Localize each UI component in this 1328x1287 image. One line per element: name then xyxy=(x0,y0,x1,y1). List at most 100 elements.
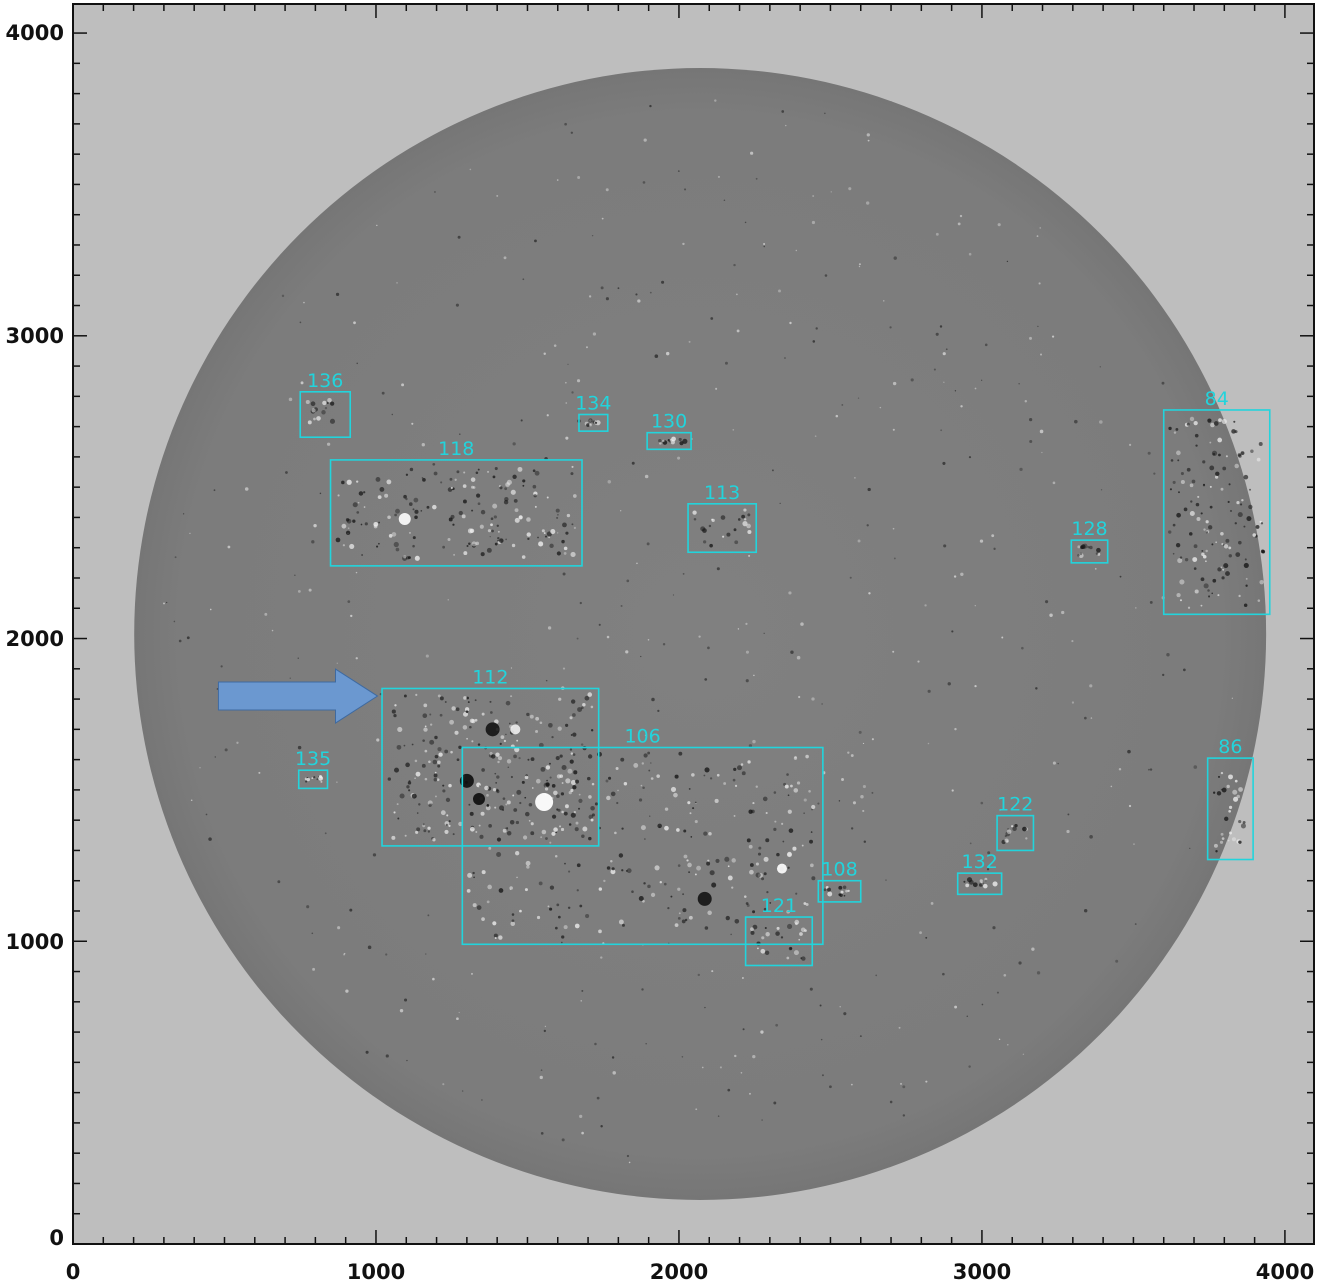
magnetic-speckle xyxy=(495,752,500,757)
magnetic-speckle xyxy=(1177,459,1180,462)
magnetic-speckle xyxy=(574,827,579,832)
magnetic-speckle xyxy=(706,861,711,866)
magnetic-speckle xyxy=(966,877,973,883)
magnetic-speckle xyxy=(631,890,634,893)
magnetic-speckle xyxy=(1228,546,1232,550)
magnetic-speckle xyxy=(571,523,574,526)
magnetic-speckle xyxy=(1049,613,1053,618)
magnetic-speckle xyxy=(494,542,498,546)
magnetic-speckle xyxy=(1029,336,1032,340)
magnetic-speckle xyxy=(954,1005,958,1009)
magnetic-speckle xyxy=(1220,788,1223,791)
magnetic-speckle xyxy=(399,1008,404,1013)
magnetic-speckle xyxy=(747,760,751,764)
magnetic-speckle xyxy=(750,151,754,155)
magnetic-speckle xyxy=(521,555,526,559)
magnetic-speckle xyxy=(1238,540,1242,545)
magnetic-speckle xyxy=(658,826,661,828)
magnetic-speckle xyxy=(487,470,490,473)
magnetic-speckle xyxy=(733,767,737,772)
magnetic-speckle xyxy=(522,835,528,840)
region-label: 121 xyxy=(761,895,797,917)
magnetic-speckle xyxy=(1197,495,1200,498)
magnetic-speckle xyxy=(605,779,609,783)
magnetic-speckle xyxy=(857,539,861,543)
magnetic-speckle xyxy=(951,789,954,792)
magnetic-speckle xyxy=(614,831,617,835)
magnetic-speckle xyxy=(616,801,619,805)
magnetic-speckle xyxy=(299,321,302,324)
magnetic-speckle xyxy=(935,332,939,336)
magnetic-speckle xyxy=(439,713,443,717)
magnetic-speckle xyxy=(258,771,261,774)
magnetic-speckle xyxy=(1234,430,1238,434)
magnetic-speckle xyxy=(470,972,473,975)
magnetic-speckle xyxy=(551,814,557,819)
region-box xyxy=(1162,409,1271,616)
magnetic-speckle xyxy=(1190,500,1193,503)
magnetic-speckle xyxy=(465,710,469,713)
magnetic-speckle xyxy=(327,397,332,403)
magnetic-speckle xyxy=(1205,549,1208,553)
magnetic-speckle xyxy=(437,747,442,752)
magnetic-speckle xyxy=(889,1100,893,1104)
magnetic-speckle xyxy=(1129,443,1132,446)
magnetic-speckle xyxy=(1223,563,1229,569)
magnetic-speckle xyxy=(450,750,453,754)
magnetic-speckle xyxy=(322,400,327,406)
magnetic-speckle xyxy=(682,438,688,444)
magnetic-speckle xyxy=(698,635,701,638)
magnetic-speckle xyxy=(838,800,841,802)
magnetic-speckle xyxy=(487,529,492,533)
magnetic-speckle xyxy=(654,865,660,871)
magnetic-speckle xyxy=(560,827,565,832)
region-box xyxy=(646,431,692,451)
magnetic-speckle xyxy=(829,1085,832,1089)
magnetic-speckle xyxy=(1234,779,1238,783)
magnetic-speckle xyxy=(190,799,193,802)
magnetic-speckle xyxy=(408,556,411,560)
magnetic-speckle xyxy=(413,497,419,503)
magnetic-speckle xyxy=(659,881,662,884)
magnetic-speckle xyxy=(681,919,686,924)
magnetic-speckle xyxy=(1257,599,1261,602)
magnetic-speckle xyxy=(1228,554,1232,558)
magnetic-speckle xyxy=(363,506,366,508)
magnetic-speckle xyxy=(761,877,765,881)
magnetic-speckle xyxy=(490,523,493,527)
magnetic-speckle xyxy=(858,730,862,734)
magnetic-speckle xyxy=(843,1012,847,1016)
magnetic-speckle xyxy=(429,713,432,716)
magnetic-speckle xyxy=(527,758,530,761)
magnetic-speckle xyxy=(525,860,531,866)
magnetic-speckle xyxy=(1089,835,1093,839)
magnetic-speckle xyxy=(889,326,892,329)
magnetic-speckle xyxy=(1227,500,1230,504)
magnetic-speckle xyxy=(858,265,861,268)
magnetic-speckle xyxy=(591,234,594,237)
magnetic-speckle xyxy=(471,509,474,512)
magnetic-speckle xyxy=(579,1114,583,1119)
magnetic-speckle xyxy=(481,768,485,772)
magnetic-speckle xyxy=(305,399,310,405)
magnetic-speckle xyxy=(448,824,451,827)
magnetic-speckle xyxy=(643,138,647,142)
magnetic-speckle xyxy=(472,903,477,908)
magnetic-speckle xyxy=(470,485,474,489)
magnetic-speckle xyxy=(476,493,481,498)
magnetic-speckle xyxy=(745,650,749,654)
magnetic-speckle xyxy=(863,840,867,843)
region-label: 113 xyxy=(704,482,740,504)
magnetic-speckle xyxy=(625,650,629,654)
magnetic-speckle xyxy=(782,840,785,843)
magnetic-speckle xyxy=(569,748,573,751)
magnetic-speckle xyxy=(463,551,468,556)
magnetic-speckle xyxy=(588,418,593,423)
magnetic-speckle xyxy=(724,856,730,862)
magnetic-speckle xyxy=(549,762,551,765)
magnetic-speckle xyxy=(757,852,762,856)
magnetic-speckle xyxy=(1166,652,1170,657)
magnetic-speckle xyxy=(742,1028,745,1031)
magnetic-speckle xyxy=(674,923,679,928)
